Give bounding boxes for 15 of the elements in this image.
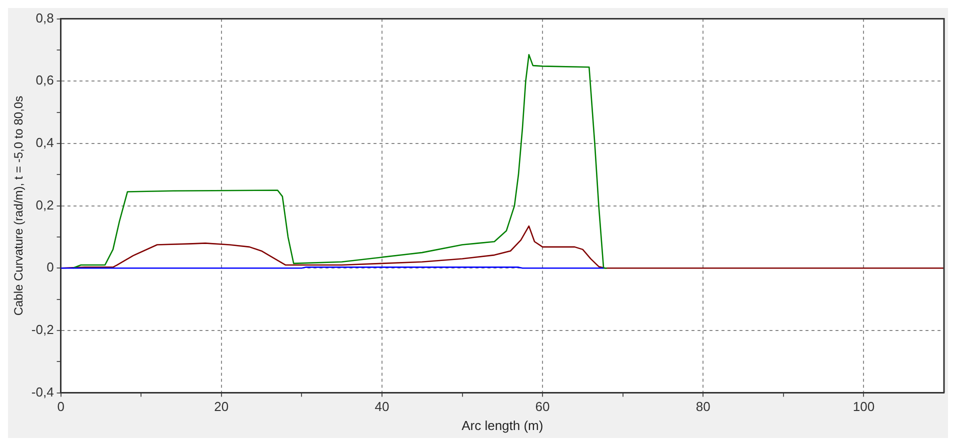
x-tick-label: 100 — [852, 399, 875, 414]
y-tick-label: 0,6 — [36, 72, 54, 88]
y-tick-label: 0,8 — [36, 10, 54, 26]
y-tick-label: -0,2 — [31, 322, 54, 338]
y-tick-label: -0,4 — [31, 384, 54, 400]
x-tick-label: 80 — [696, 399, 710, 414]
y-tick-label: 0,2 — [36, 197, 54, 212]
x-tick-label: 40 — [374, 399, 390, 414]
x-tick-label: 60 — [535, 399, 550, 414]
x-tick-label: 20 — [214, 399, 229, 414]
y-axis-title: Cable Curvature (rad/m), t = -5,0 to 80,0s — [12, 96, 26, 316]
x-tick-label: 0 — [57, 399, 64, 414]
y-tick-label: 0,4 — [36, 135, 54, 150]
x-axis-title: Arc length (m) — [462, 418, 544, 433]
y-tick-label: 0 — [46, 260, 54, 275]
